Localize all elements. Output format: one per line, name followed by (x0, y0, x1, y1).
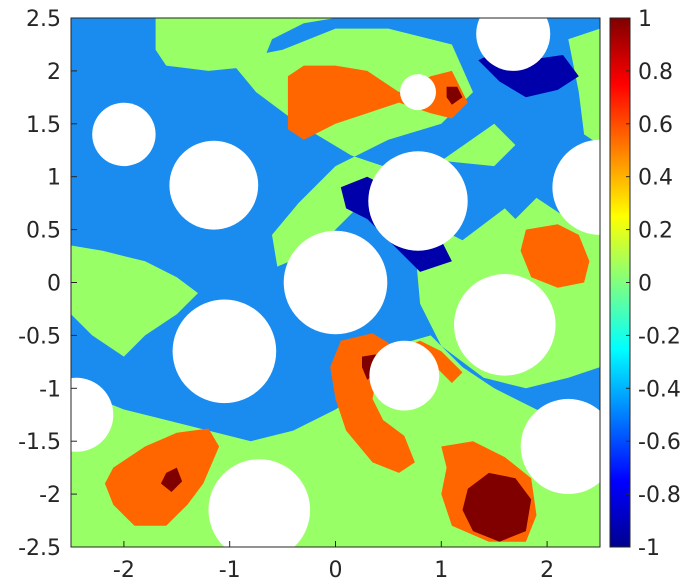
hole-11 (476, 18, 551, 71)
hole-10 (552, 139, 600, 235)
contour-region-7 (520, 224, 590, 288)
hole-12 (400, 74, 436, 111)
colorbar: 1 0.8 0.6 0.4 0.2 0 -0.2 -0.4 -0.6 -0.8 -1 (609, 7, 681, 561)
y-axis: 2.5 2 1.5 1 0.5 0 -0.5 -1 -1.5 -2 -2.5 (18, 7, 77, 561)
contour-region-8 (330, 333, 415, 473)
hole-2 (368, 151, 468, 251)
circular-holes (71, 18, 600, 547)
plot-area (70, 17, 601, 548)
y-tick-label: 2.5 (26, 7, 61, 32)
hole-5 (369, 340, 440, 411)
contour-region-16 (160, 467, 183, 492)
contour-region-17 (462, 472, 532, 542)
y-tick-label: 1 (47, 166, 61, 191)
y-tick-label: -0.5 (18, 324, 61, 349)
y-tick-label: 0.5 (26, 219, 61, 244)
x-axis: -2 -1 0 1 2 (113, 541, 554, 583)
hole-0 (92, 102, 156, 167)
colorbar-ticks: 1 0.8 0.6 0.4 0.2 0 -0.2 -0.4 -0.6 -0.8 -1 (626, 7, 681, 561)
hole-7 (71, 377, 114, 452)
contour-region-14 (446, 86, 463, 105)
hole-3 (283, 230, 388, 335)
hole-1 (169, 140, 259, 230)
y-tick-label: -1.5 (18, 430, 61, 455)
x-tick-label: 1 (434, 558, 448, 583)
colorbar-tick-label: -0.2 (638, 324, 681, 349)
x-tick-label: -1 (219, 558, 241, 583)
colorbar-tick-label: 0 (638, 272, 652, 297)
contour-region-11 (104, 428, 220, 526)
y-tick-label: 0 (47, 272, 61, 297)
y-tick-label: 1.5 (26, 113, 61, 138)
colorbar-tick-label: -0.4 (638, 377, 681, 402)
hole-9 (520, 398, 600, 495)
hole-6 (454, 274, 556, 376)
contour-region-0 (71, 18, 336, 71)
x-tick-label: 2 (540, 558, 554, 583)
contour-region-2 (71, 245, 198, 357)
colorbar-tick-label: 0.2 (638, 219, 673, 244)
colorbar-tick-label: 0.6 (638, 113, 673, 138)
x-tick-label: -2 (113, 558, 135, 583)
contour-region-5 (568, 28, 600, 146)
y-tick-label: -2.5 (18, 536, 61, 561)
colorbar-tick-label: -0.8 (638, 483, 681, 508)
colorbar-tick-label: -1 (638, 536, 660, 561)
colorbar-tick-label: 0.4 (638, 166, 673, 191)
hole-4 (172, 299, 277, 404)
colorbar-tick-label: 1 (638, 7, 652, 32)
colorbar-tick-label: 0.8 (638, 60, 673, 85)
y-tick-label: -2 (39, 483, 61, 508)
y-tick-label: 2 (47, 60, 61, 85)
colorbar-tick-label: -0.6 (638, 430, 681, 455)
hole-8 (208, 459, 311, 547)
x-tick-label: 0 (329, 558, 343, 583)
y-tick-label: -1 (39, 377, 61, 402)
